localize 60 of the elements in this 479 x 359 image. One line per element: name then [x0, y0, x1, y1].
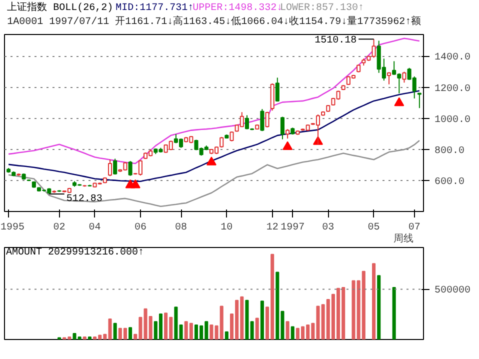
bar — [250, 321, 254, 340]
point — [130, 179, 140, 188]
point — [282, 141, 293, 150]
bar — [128, 327, 132, 340]
x-tick-label: 1995 — [0, 222, 25, 234]
candlestick — [417, 92, 422, 109]
bar — [260, 300, 264, 340]
bar — [88, 336, 92, 340]
bar — [179, 324, 183, 340]
bar — [372, 263, 376, 340]
candlestick — [280, 116, 284, 140]
candlestick — [386, 72, 392, 85]
bar — [245, 300, 249, 340]
chart-title: 上证指数 BOLL(26,2) — [7, 1, 114, 14]
line-series — [8, 140, 420, 208]
bar — [210, 324, 214, 340]
candlestick — [260, 108, 264, 132]
bar — [377, 275, 381, 340]
candlestick — [286, 128, 290, 140]
text: 周线 — [394, 232, 414, 246]
candlestick — [230, 131, 234, 142]
x-tick-label: 08 — [175, 222, 188, 234]
y-tick-label: 800.0 — [434, 146, 465, 157]
point — [394, 97, 404, 106]
y-tick-label: 1200.0 — [434, 84, 471, 95]
y-tick-label: 1000.0 — [434, 114, 471, 126]
x-tick-label: 10 — [220, 222, 233, 234]
chart-title: AMOUNT 20299913216.000↑ — [6, 248, 144, 258]
annotation: 1510.18 — [314, 36, 357, 47]
bar — [224, 331, 228, 340]
candlestick — [265, 111, 270, 128]
x-tick-label: 07 — [408, 222, 420, 234]
line-series — [8, 38, 420, 164]
bar — [286, 321, 290, 340]
x-tick-label: 05 — [368, 222, 380, 234]
bar — [255, 318, 259, 340]
text: 500000 — [434, 286, 471, 297]
x-tick-label: 02 — [53, 222, 66, 234]
candlestick — [113, 158, 118, 176]
bar — [113, 322, 117, 340]
bar — [290, 326, 294, 340]
candlestick — [402, 71, 406, 84]
x-tick-label: 1997 — [280, 222, 305, 234]
chart-subtitle: 1A0001 1997/07/11 开1161.71↓高1163.45↓低1066.04↓收1154.79↓量17735962↑额 — [7, 15, 422, 28]
text: MID:1177.731↑ — [116, 3, 194, 14]
x-tick-label: 04 — [88, 222, 101, 234]
x-tick-label: 12 — [266, 222, 278, 234]
annotation: 512.83 — [66, 194, 102, 205]
x-tick-label: 03 — [322, 222, 334, 234]
y-tick-label: 1400.0 — [434, 52, 471, 64]
candlestick — [275, 77, 280, 102]
point — [206, 156, 216, 166]
bar — [82, 336, 86, 340]
candlestick — [108, 158, 112, 177]
x-tick-label: 06 — [134, 222, 146, 234]
bar — [392, 287, 396, 340]
y-tick-label: 600.0 — [434, 176, 465, 188]
bar — [174, 306, 178, 340]
text: LOWER:857.130↑ — [280, 3, 364, 14]
candlestick — [128, 160, 132, 176]
